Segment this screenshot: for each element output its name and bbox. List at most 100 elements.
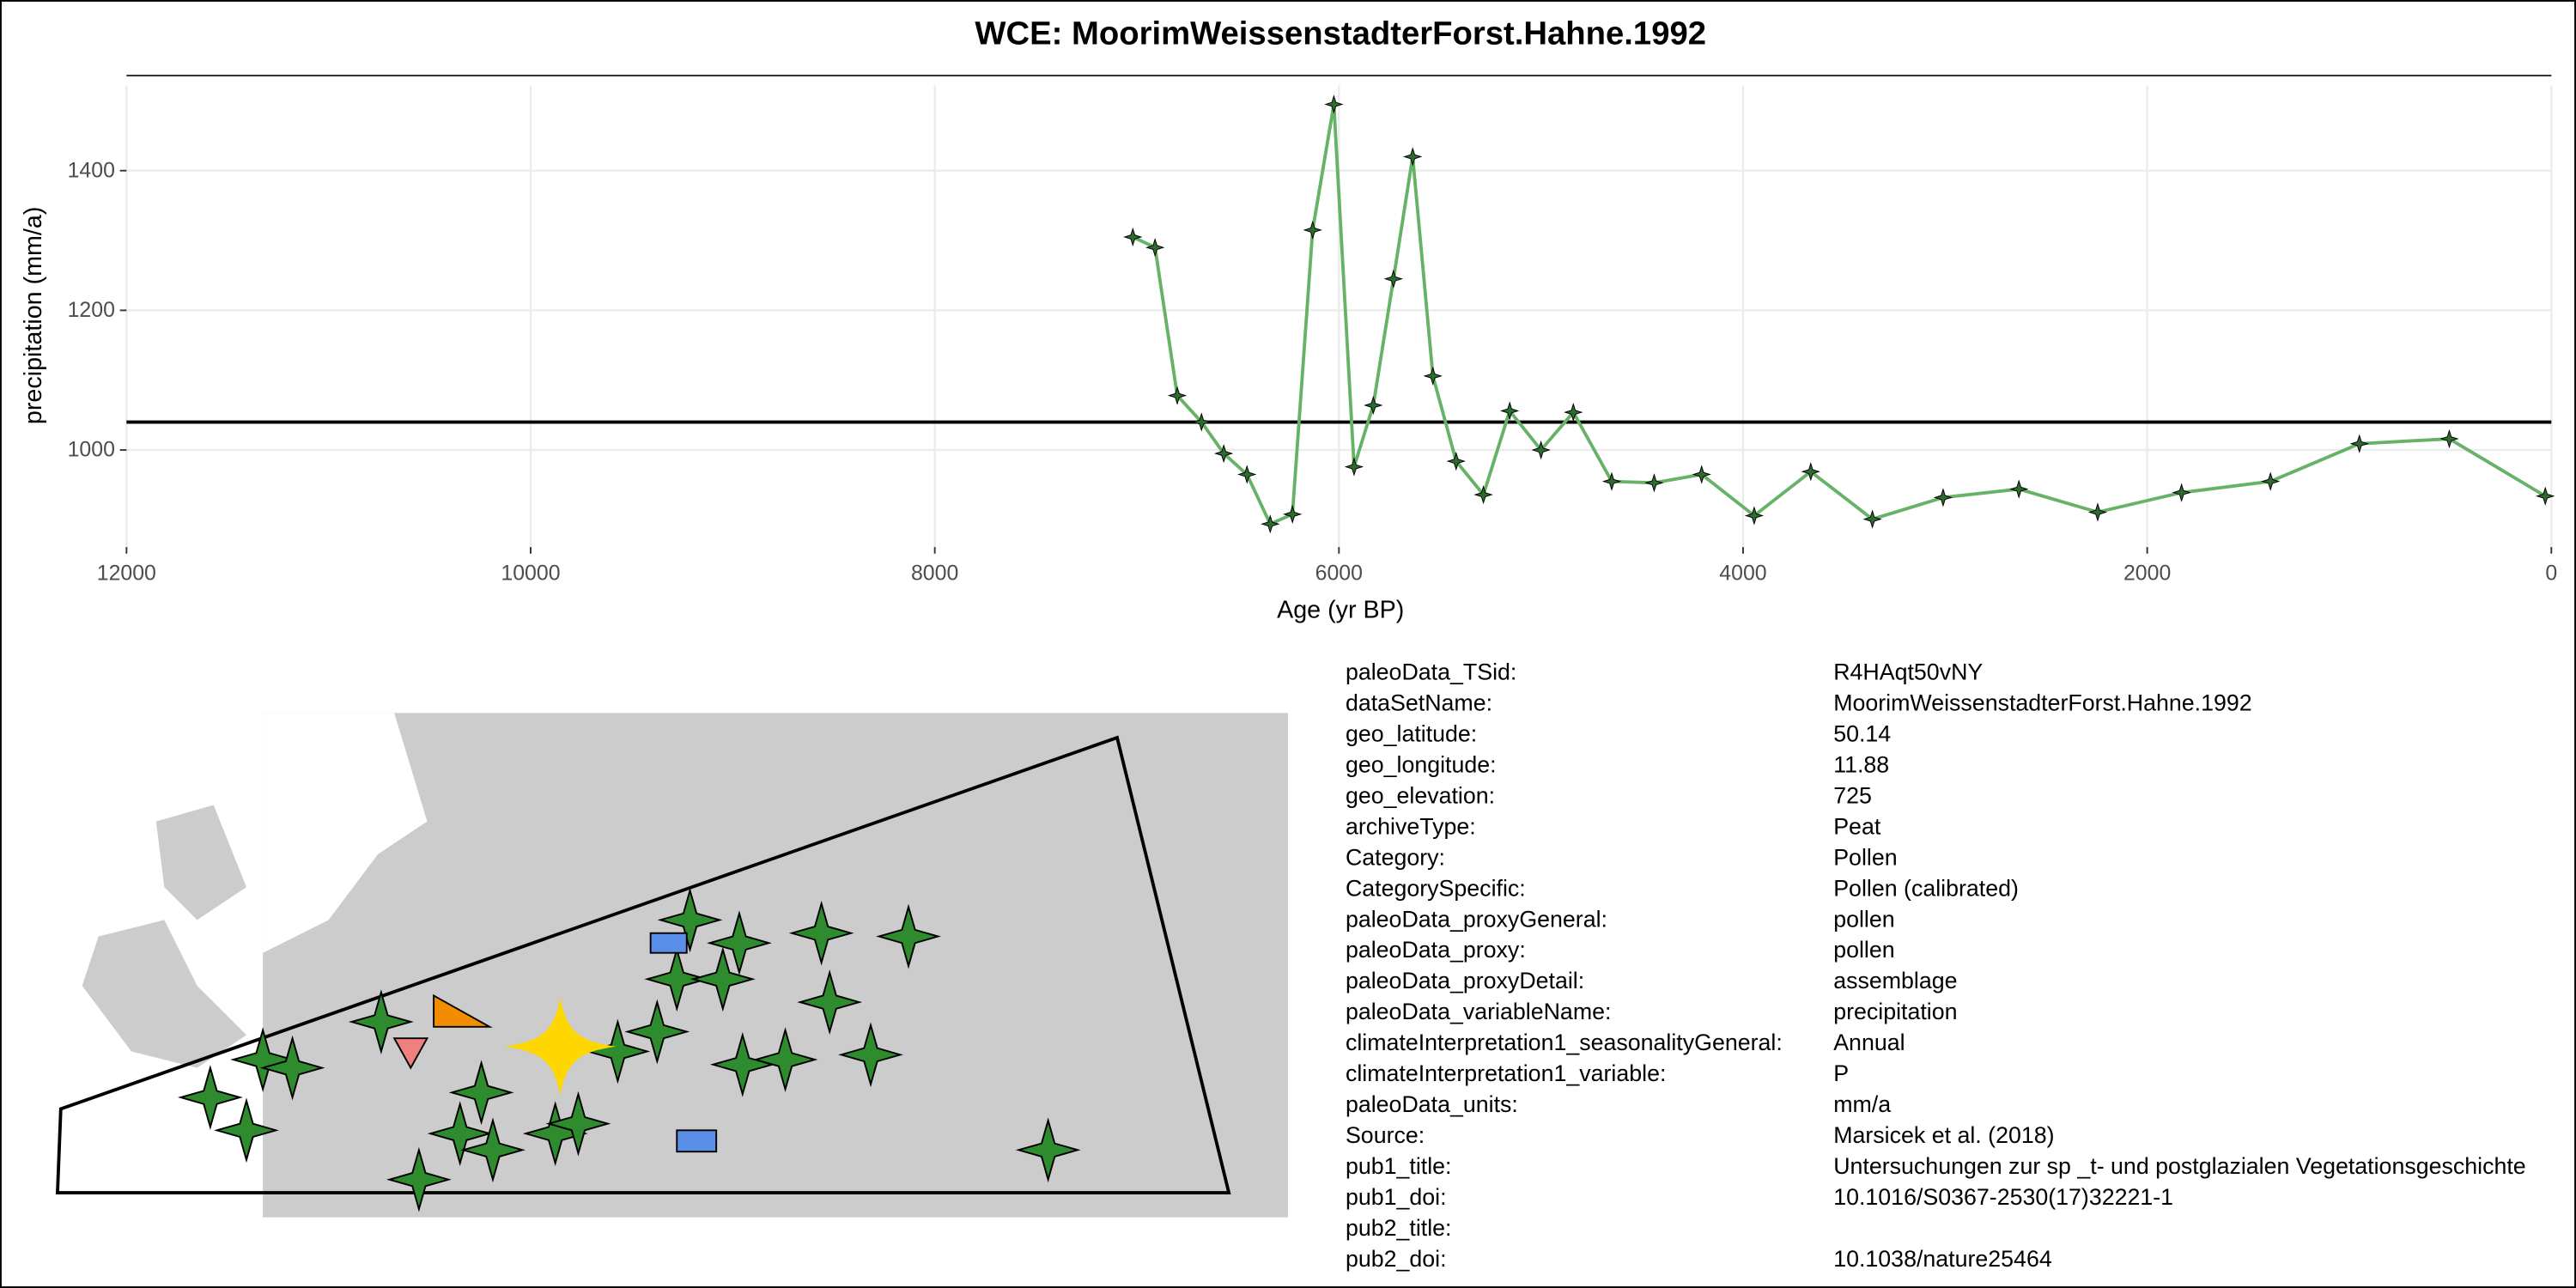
map-site <box>649 932 688 954</box>
plot-area: 12000 10000 8000 6000 4000 2000 0 1000 1200 1400 <box>68 75 2557 585</box>
metadata-value: precipitation <box>1833 999 1957 1024</box>
metadata-key: dataSetName: <box>1346 690 1492 715</box>
metadata-key: geo_latitude: <box>1346 720 1477 746</box>
metadata-value: pollen <box>1833 937 1894 963</box>
metadata-value: mm/a <box>1833 1091 1891 1117</box>
data-point <box>1473 484 1493 505</box>
map-land <box>155 805 246 920</box>
x-tick-label: 8000 <box>911 561 958 585</box>
metadata-value: Pollen (calibrated) <box>1833 875 2019 901</box>
chart-title: WCE: MoorimWeissenstadterForst.Hahne.199… <box>975 15 1706 52</box>
data-point <box>1344 457 1364 477</box>
metadata-key: geo_longitude: <box>1346 751 1497 777</box>
metadata-key: paleoData_proxy: <box>1346 937 1526 963</box>
metadata-value: Peat <box>1833 813 1881 839</box>
data-point <box>1364 395 1383 416</box>
data-point <box>1644 473 1664 493</box>
metadata-value: 725 <box>1833 782 1872 808</box>
map-site <box>676 1129 718 1153</box>
data-point <box>1237 465 1257 484</box>
metadata-value: R4HAqt50vNY <box>1833 659 1983 685</box>
metadata-value: Marsicek et al. (2018) <box>1833 1122 2054 1148</box>
metadata-value: 50.14 <box>1833 720 1891 746</box>
x-tick-label: 6000 <box>1315 561 1363 585</box>
metadata-table: paleoData_TSid: R4HAqt50vNY dataSetName: Mo… <box>1346 659 2526 1272</box>
data-point <box>1446 451 1466 471</box>
x-tick-label: 0 <box>2545 561 2557 585</box>
data-point <box>1261 514 1280 534</box>
map-site <box>392 1037 429 1070</box>
metadata-value: 10.1038/nature25464 <box>1833 1246 2052 1272</box>
x-tick-label: 4000 <box>1719 561 1766 585</box>
map-site-highlight <box>504 997 617 1097</box>
metadata-value: P <box>1833 1060 1849 1086</box>
x-tick-label: 10000 <box>501 561 560 585</box>
y-tick-label: 1000 <box>68 438 115 462</box>
x-tick-label: 12000 <box>97 561 156 585</box>
y-tick-label: 1400 <box>68 158 115 182</box>
data-point <box>2261 471 2281 491</box>
data-point <box>1214 443 1234 464</box>
metadata-key: paleoData_proxyGeneral: <box>1346 906 1607 932</box>
metadata-key: pub2_title: <box>1346 1215 1452 1241</box>
data-point <box>2536 486 2555 506</box>
data-point <box>1123 227 1143 247</box>
map-site <box>433 993 493 1028</box>
metadata-value: pollen <box>1833 906 1894 932</box>
metadata-key: Source: <box>1346 1122 1425 1148</box>
map-sea <box>263 713 428 953</box>
map <box>55 713 1288 1218</box>
data-point <box>2349 434 2369 453</box>
data-point <box>1564 402 1583 422</box>
data-point <box>1383 269 1404 289</box>
data-point <box>1601 471 1622 491</box>
metadata-key: Category: <box>1346 844 1445 870</box>
data-point <box>1692 465 1711 484</box>
data-point <box>1167 386 1188 405</box>
data-point <box>1744 506 1765 526</box>
data-point <box>1423 366 1443 386</box>
metadata-key: paleoData_variableName: <box>1346 999 1611 1024</box>
metadata-key: pub1_doi: <box>1346 1184 1447 1210</box>
metadata-key: CategorySpecific: <box>1346 875 1526 901</box>
map-region-outline <box>55 735 1231 1194</box>
metadata-value: Untersuchungen zur sp _t- und postglazia… <box>1833 1153 2525 1179</box>
y-axis-label: precipitation (mm/a) <box>20 207 47 424</box>
x-tick-label: 2000 <box>2123 561 2171 585</box>
metadata-key: climateInterpretation1_variable: <box>1346 1060 1666 1086</box>
y-tick-label: 1200 <box>68 298 115 322</box>
data-point <box>2009 479 2029 499</box>
data-point <box>1145 238 1165 258</box>
map-land <box>82 920 246 1068</box>
data-point <box>2439 428 2459 449</box>
metadata-value: Pollen <box>1833 844 1897 870</box>
data-point <box>2172 483 2191 502</box>
metadata-key: pub2_doi: <box>1346 1246 1447 1272</box>
metadata-key: geo_elevation: <box>1346 782 1495 808</box>
metadata-key: paleoData_proxyDetail: <box>1346 968 1584 993</box>
metadata-key: climateInterpretation1_seasonalityGenera… <box>1346 1030 1783 1055</box>
data-point <box>1303 220 1322 240</box>
data-point <box>1403 147 1423 167</box>
metadata-value: MoorimWeissenstadterForst.Hahne.1992 <box>1833 690 2251 715</box>
x-axis-label: Age (yr BP) <box>1277 596 1404 623</box>
data-point <box>1192 412 1212 432</box>
data-point <box>2087 502 2108 522</box>
data-line <box>1132 104 2547 526</box>
data-point <box>1801 462 1820 482</box>
metadata-key: pub1_title: <box>1346 1153 1452 1179</box>
metadata-key: paleoData_units: <box>1346 1091 1518 1117</box>
metadata-key: archiveType: <box>1346 813 1476 839</box>
metadata-value: Annual <box>1833 1030 1905 1055</box>
data-point <box>1324 94 1344 114</box>
data-point <box>1862 509 1882 529</box>
data-point <box>1500 401 1520 421</box>
metadata-value: 10.1016/S0367-2530(17)32221-1 <box>1833 1184 2173 1210</box>
data-point <box>1283 504 1303 525</box>
metadata-key: paleoData_TSid: <box>1346 659 1516 685</box>
data-point <box>1531 440 1551 460</box>
data-point <box>1933 488 1953 507</box>
metadata-value: 11.88 <box>1833 751 1889 777</box>
metadata-value: assemblage <box>1833 968 1957 993</box>
